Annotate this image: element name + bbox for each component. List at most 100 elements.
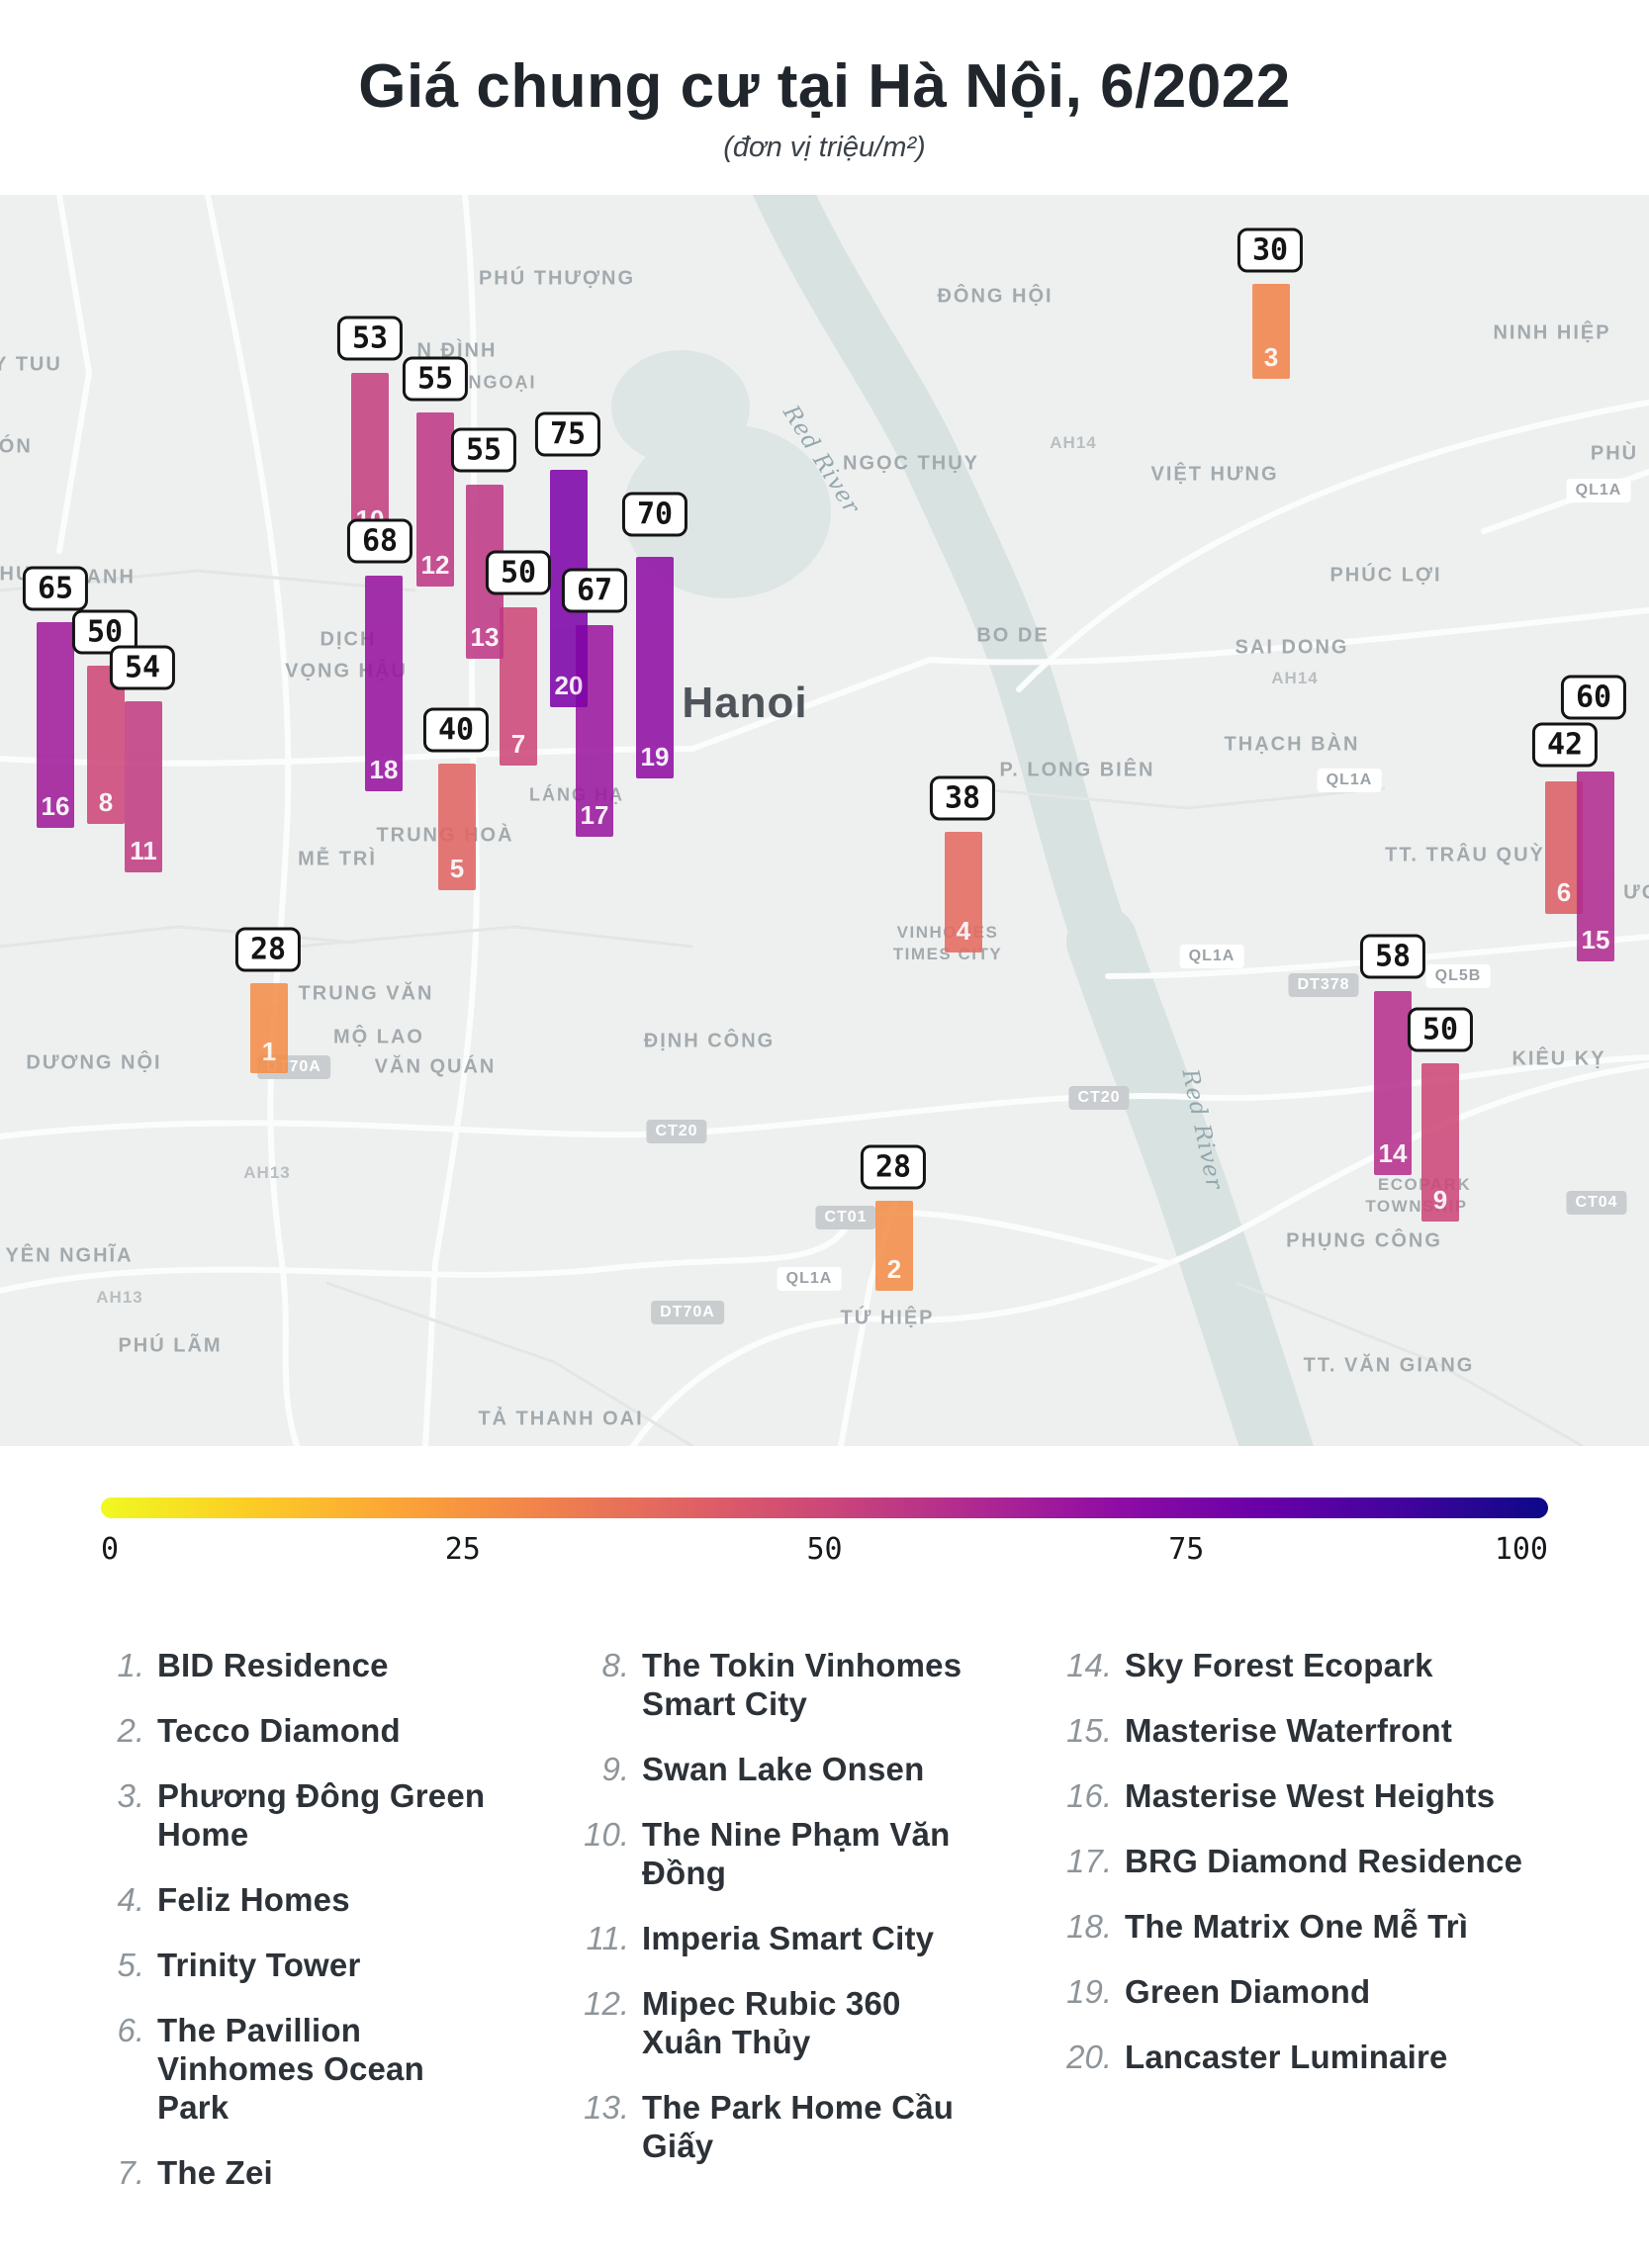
map-label: THẠCH BÀN — [1224, 733, 1360, 756]
legend-item: 15. Masterise Waterfront — [1058, 1711, 1612, 1750]
legend-item: 16. Masterise West Heights — [1058, 1776, 1612, 1815]
legend-item-number: 9. — [601, 1751, 629, 1787]
legend-item: 12. Mipec Rubic 360 Xuân Thủy — [576, 1984, 1011, 2061]
map-label: MỄ TRÌ — [298, 848, 377, 870]
map-label: PHÚ LÃM — [118, 1334, 223, 1357]
price-value-label: 60 — [1560, 675, 1627, 720]
legend-item-name: The Zei — [157, 2154, 273, 2191]
legend-item-number: 12. — [584, 1985, 629, 2022]
map-label: N ĐÌNH — [416, 339, 498, 362]
price-bar-4: 4 — [945, 832, 982, 953]
legend-item-number: 20. — [1066, 2039, 1112, 2075]
map-label: QL1A — [1179, 945, 1244, 968]
price-bar-16: 16 — [37, 622, 74, 828]
price-value-label: 30 — [1237, 227, 1304, 273]
map-label: AH14 — [1271, 669, 1319, 687]
price-bar-14: 14 — [1374, 991, 1412, 1175]
legend-item-number: 13. — [584, 2089, 629, 2126]
map-label: ƯƠ — [1623, 881, 1649, 904]
legend-item: 5. Trinity Tower — [91, 1946, 526, 1984]
price-bar-18: 18 — [365, 576, 403, 791]
price-bar-13: 13 — [466, 485, 504, 659]
price-value-label: 65 — [22, 566, 89, 611]
price-bar-5: 5 — [438, 764, 476, 890]
legend-item-number: 15. — [1066, 1712, 1112, 1749]
bar-index-label: 13 — [470, 622, 500, 652]
map-label: IÓN — [0, 435, 33, 458]
legend-item: 8. The Tokin Vinhomes Smart City — [576, 1646, 1011, 1723]
map-label: Y TUU — [0, 353, 62, 376]
price-value-label: 55 — [450, 427, 517, 473]
road-network-minor — [0, 569, 1584, 1446]
legend-item: 4. Feliz Homes — [91, 1880, 526, 1919]
price-value-label: 67 — [561, 568, 628, 613]
page-subtitle: (đơn vị triệu/m²) — [723, 132, 926, 163]
legend-item: 14. Sky Forest Ecopark — [1058, 1646, 1612, 1684]
map-base — [0, 195, 1649, 1446]
legend-item: 9. Swan Lake Onsen — [576, 1750, 1011, 1788]
legend-item: 7. The Zei — [91, 2153, 526, 2192]
legend-item-name: Mipec Rubic 360 Xuân Thủy — [642, 1985, 901, 2060]
map-label: QL1A — [1317, 769, 1382, 792]
map-label: QL1A — [1566, 479, 1631, 502]
map-label: DỊCH — [320, 628, 377, 651]
legend-item-name: The Tokin Vinhomes Smart City — [642, 1647, 962, 1722]
map-label: QL1A — [777, 1267, 842, 1291]
colorbar-tick: 75 — [1168, 1532, 1205, 1567]
legend-item-number: 11. — [586, 1920, 629, 1956]
bar-index-label: 6 — [1556, 877, 1572, 907]
legend-item-number: 8. — [601, 1647, 629, 1683]
bar-index-label: 1 — [261, 1037, 277, 1066]
price-value-label: 55 — [402, 356, 469, 402]
legend-item-name: Trinity Tower — [157, 1947, 361, 1983]
legend-item-number: 10. — [584, 1816, 629, 1853]
price-bar-15: 15 — [1577, 771, 1614, 961]
colorbar-gradient — [101, 1497, 1548, 1518]
bar-index-label: 18 — [369, 755, 399, 784]
price-bar-19: 19 — [636, 557, 674, 778]
map-label: CT20 — [646, 1120, 707, 1143]
bar-index-label: 20 — [554, 671, 584, 700]
legend-item-name: The Park Home Cầu Giấy — [642, 2089, 955, 2164]
legend-item-number: 1. — [117, 1647, 144, 1683]
price-bar-7: 7 — [500, 607, 537, 766]
legend-item-number: 6. — [117, 2012, 144, 2048]
map-label: PHÚ THƯỢNG — [478, 267, 636, 290]
map-label: ĐỊNH CÔNG — [643, 1030, 776, 1052]
map-label: DƯƠNG NỘI — [26, 1051, 162, 1074]
price-value-label: 50 — [485, 550, 552, 595]
legend-item: 2. Tecco Diamond — [91, 1711, 526, 1750]
map-label: DT70A — [651, 1301, 724, 1324]
bar-index-label: 11 — [130, 836, 157, 865]
bar-index-label: 4 — [956, 916, 971, 946]
legend-item-name: BRG Diamond Residence — [1125, 1843, 1523, 1879]
legend-item-name: Green Diamond — [1125, 1973, 1371, 2010]
colorbar-ticks: 0 25 50 75 100 — [101, 1532, 1548, 1572]
legend-item-name: Masterise Waterfront — [1125, 1712, 1453, 1749]
price-bar-12: 12 — [416, 412, 454, 587]
legend-column-3: 14. Sky Forest Ecopark 15. Masterise Waterf… — [1058, 1646, 1612, 2076]
colorbar-tick: 100 — [1494, 1532, 1548, 1567]
map-label: AH13 — [96, 1288, 143, 1307]
map-label: CT20 — [1068, 1086, 1130, 1110]
legend-item-name: Sky Forest Ecopark — [1125, 1647, 1433, 1683]
header: Giá chung cư tại Hà Nội, 6/2022 (đơn vị … — [0, 0, 1649, 195]
map-label: DT378 — [1288, 973, 1359, 997]
legend-item-number: 18. — [1066, 1908, 1112, 1945]
price-value-label: 70 — [621, 492, 688, 537]
bar-index-label: 9 — [1432, 1185, 1448, 1215]
map-label: MỘ LAO — [333, 1026, 424, 1048]
colorbar-tick: 50 — [806, 1532, 843, 1567]
price-value-label: 53 — [336, 316, 404, 361]
price-bar-1: 1 — [250, 983, 288, 1073]
legend-item-name: Tecco Diamond — [157, 1712, 401, 1749]
price-bar-3: 3 — [1252, 284, 1290, 379]
legend-item: 10. The Nine Phạm Văn Đồng — [576, 1815, 1011, 1892]
map-label: AH13 — [243, 1163, 291, 1182]
price-value-label: 50 — [1407, 1007, 1474, 1052]
map-label: TT. VĂN GIANG — [1303, 1354, 1475, 1377]
legend-item: 19. Green Diamond — [1058, 1972, 1612, 2011]
bar-index-label: 15 — [1581, 925, 1610, 954]
price-bar-2: 2 — [875, 1201, 913, 1291]
map-label: PHÙ — [1590, 442, 1639, 465]
